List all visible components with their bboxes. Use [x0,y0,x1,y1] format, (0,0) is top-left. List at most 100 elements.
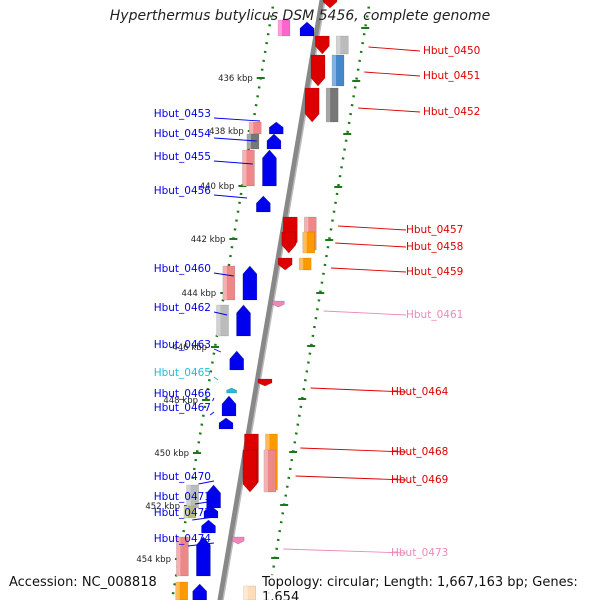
gene-label-reverse[interactable]: Hbut_0457 [406,224,463,236]
cog-bar-reverse [331,54,345,87]
gene-arrow-forward [206,484,221,509]
cog-bar-reverse-shade [302,232,307,253]
gene-arrow-reverse [242,449,258,493]
gene-arrow-forward [256,195,271,213]
gene-arrow-partial [299,21,315,37]
gene-label-forward[interactable]: Hbut_0466 [154,388,212,400]
leader-line-forward [212,397,215,402]
leader-line-reverse [338,225,407,231]
backbone-line [217,0,325,600]
leader-line-forward [192,516,215,521]
gene-label-reverse[interactable]: Hbut_0461 [406,309,463,321]
cog-bar-forward-shade [246,134,251,149]
gene-label-forward[interactable]: Hbut_0455 [154,151,211,163]
gene-label-forward[interactable]: Hbut_0465 [154,367,211,379]
cog-bar-reverse [263,449,277,493]
gene-arrow-forward [236,304,251,337]
gene-label-reverse[interactable]: Hbut_0473 [391,547,448,559]
cog-bar-partial-shade [243,586,248,600]
leader-line-forward [213,194,248,199]
leader-line-reverse [295,475,407,481]
leader-line-reverse [364,71,421,77]
gene-arrow-forward [203,505,219,519]
cog-bar-reverse-shade [299,258,304,270]
cog-bar-forward-shade [183,506,188,518]
genome-backbone [217,0,326,600]
cog-bar-forward [216,304,229,337]
gene-label-forward[interactable]: Hbut_0456 [154,185,212,197]
gene-label-reverse[interactable]: Hbut_0458 [406,241,463,253]
cog-bar-forward-shade [186,485,191,508]
gene-label-reverse[interactable]: Hbut_0469 [391,474,448,486]
accession-text: Accession: NC_008818 [9,575,157,590]
cog-bar-partial [175,581,188,600]
gene-label-forward[interactable]: Hbut_0453 [154,108,211,120]
kbp-label: 452 kbp [145,502,180,512]
gene-label-forward[interactable]: Hbut_0467 [154,402,211,414]
cog-bar-layer [175,19,349,600]
gene-arrow-reverse [304,87,320,123]
leader-line-forward [209,411,215,416]
kbp-label: 442 kbp [191,235,226,245]
kbp-label: 436 kbp [218,74,253,84]
gene-arrow-reverse [257,378,273,387]
gene-label-reverse[interactable]: Hbut_0459 [406,266,463,278]
gene-label-forward[interactable]: Hbut_0460 [154,263,211,275]
leader-line-forward [213,348,222,353]
gene-arrow-partial [192,583,207,600]
gene-label-reverse[interactable]: Hbut_0451 [423,70,480,82]
cog-bar-forward-shade [222,266,227,300]
gene-arrow-partial [322,0,338,9]
gene-label-reverse[interactable]: Hbut_0464 [391,386,449,398]
leader-line-forward [187,542,215,547]
leader-line-reverse [323,310,407,316]
gene-label-forward[interactable]: Hbut_0471 [154,491,211,503]
cog-bar-forward-shade [176,537,181,576]
gene-arrow-forward [242,265,258,301]
leader-line-reverse [283,548,407,554]
gene-label-forward[interactable]: Hbut_0472 [154,507,211,519]
gene-label-reverse[interactable]: Hbut_0452 [423,106,480,118]
cog-bar-forward [242,149,255,187]
cog-bar-reverse-shade [336,36,341,54]
gene-arrow-reverse [310,54,326,87]
leader-line-forward [213,137,257,142]
right-track-boundary [266,0,372,600]
gene-label-forward[interactable]: Hbut_0470 [154,471,211,483]
gene-label-forward[interactable]: Hbut_0454 [154,128,212,140]
leader-line-forward [213,272,234,277]
leader-line-reverse [300,447,407,453]
leader-line-forward [213,376,219,381]
genome-summary-text: Topology: circular; Length: 1,667,163 bp… [262,575,600,600]
leader-line-reverse [335,242,407,248]
gene-label-forward[interactable]: Hbut_0463 [154,339,211,351]
gene-label-forward[interactable]: Hbut_0474 [154,533,212,545]
gene-label-reverse[interactable]: Hbut_0468 [391,446,448,458]
gene-arrow-reverse [231,536,245,545]
leader-line-reverse [368,46,421,52]
cog-bar-partial [277,19,291,37]
gene-arrow-forward [229,350,245,371]
cog-bar-reverse-shade [263,450,268,492]
gene-arrow-forward [218,417,234,430]
leader-line-forward [213,311,228,316]
cog-bar-partial [243,585,256,600]
gene-arrow-reverse [272,300,285,308]
genome-title: Hyperthermus butylicus DSM 5456, complet… [109,8,491,24]
cog-bar-forward [183,505,197,519]
cog-bar-forward [246,133,260,150]
leader-line-forward [194,500,215,505]
backbone-highlight [222,0,326,600]
gene-label-reverse[interactable]: Hbut_0450 [423,45,480,57]
leader-line-forward [213,117,261,122]
cog-bar-partial-shade [278,20,282,36]
gene-arrow-reverse [277,257,293,271]
gene-arrow-forward [266,133,282,150]
cog-bar-forward [176,536,189,577]
gene-label-forward[interactable]: Hbut_0462 [154,302,211,314]
gene-arrow-forward [221,395,237,417]
gene-arrow-forward [201,519,216,534]
gene-arrow-layer [192,0,338,600]
